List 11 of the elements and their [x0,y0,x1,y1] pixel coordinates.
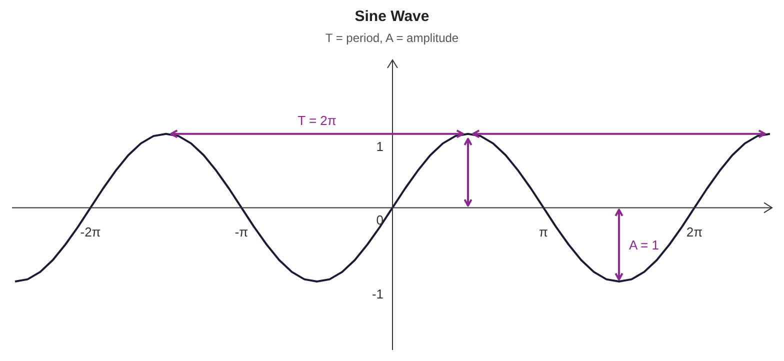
y-tick-label: 0 [376,212,384,228]
chart-title: Sine Wave [354,8,430,25]
x-tick-label: π [539,224,548,240]
annotation: A = 1 [628,238,659,253]
y-tick-label: 1 [376,138,384,154]
x-tick-label: -π [234,224,248,240]
y-tick-label: -1 [372,286,384,302]
chart-subtitle: T = period, A = amplitude [324,31,460,45]
x-tick-label: 2π [686,224,703,240]
x-tick-label: -2π [80,224,101,240]
annotation: T = 2π [298,112,336,128]
